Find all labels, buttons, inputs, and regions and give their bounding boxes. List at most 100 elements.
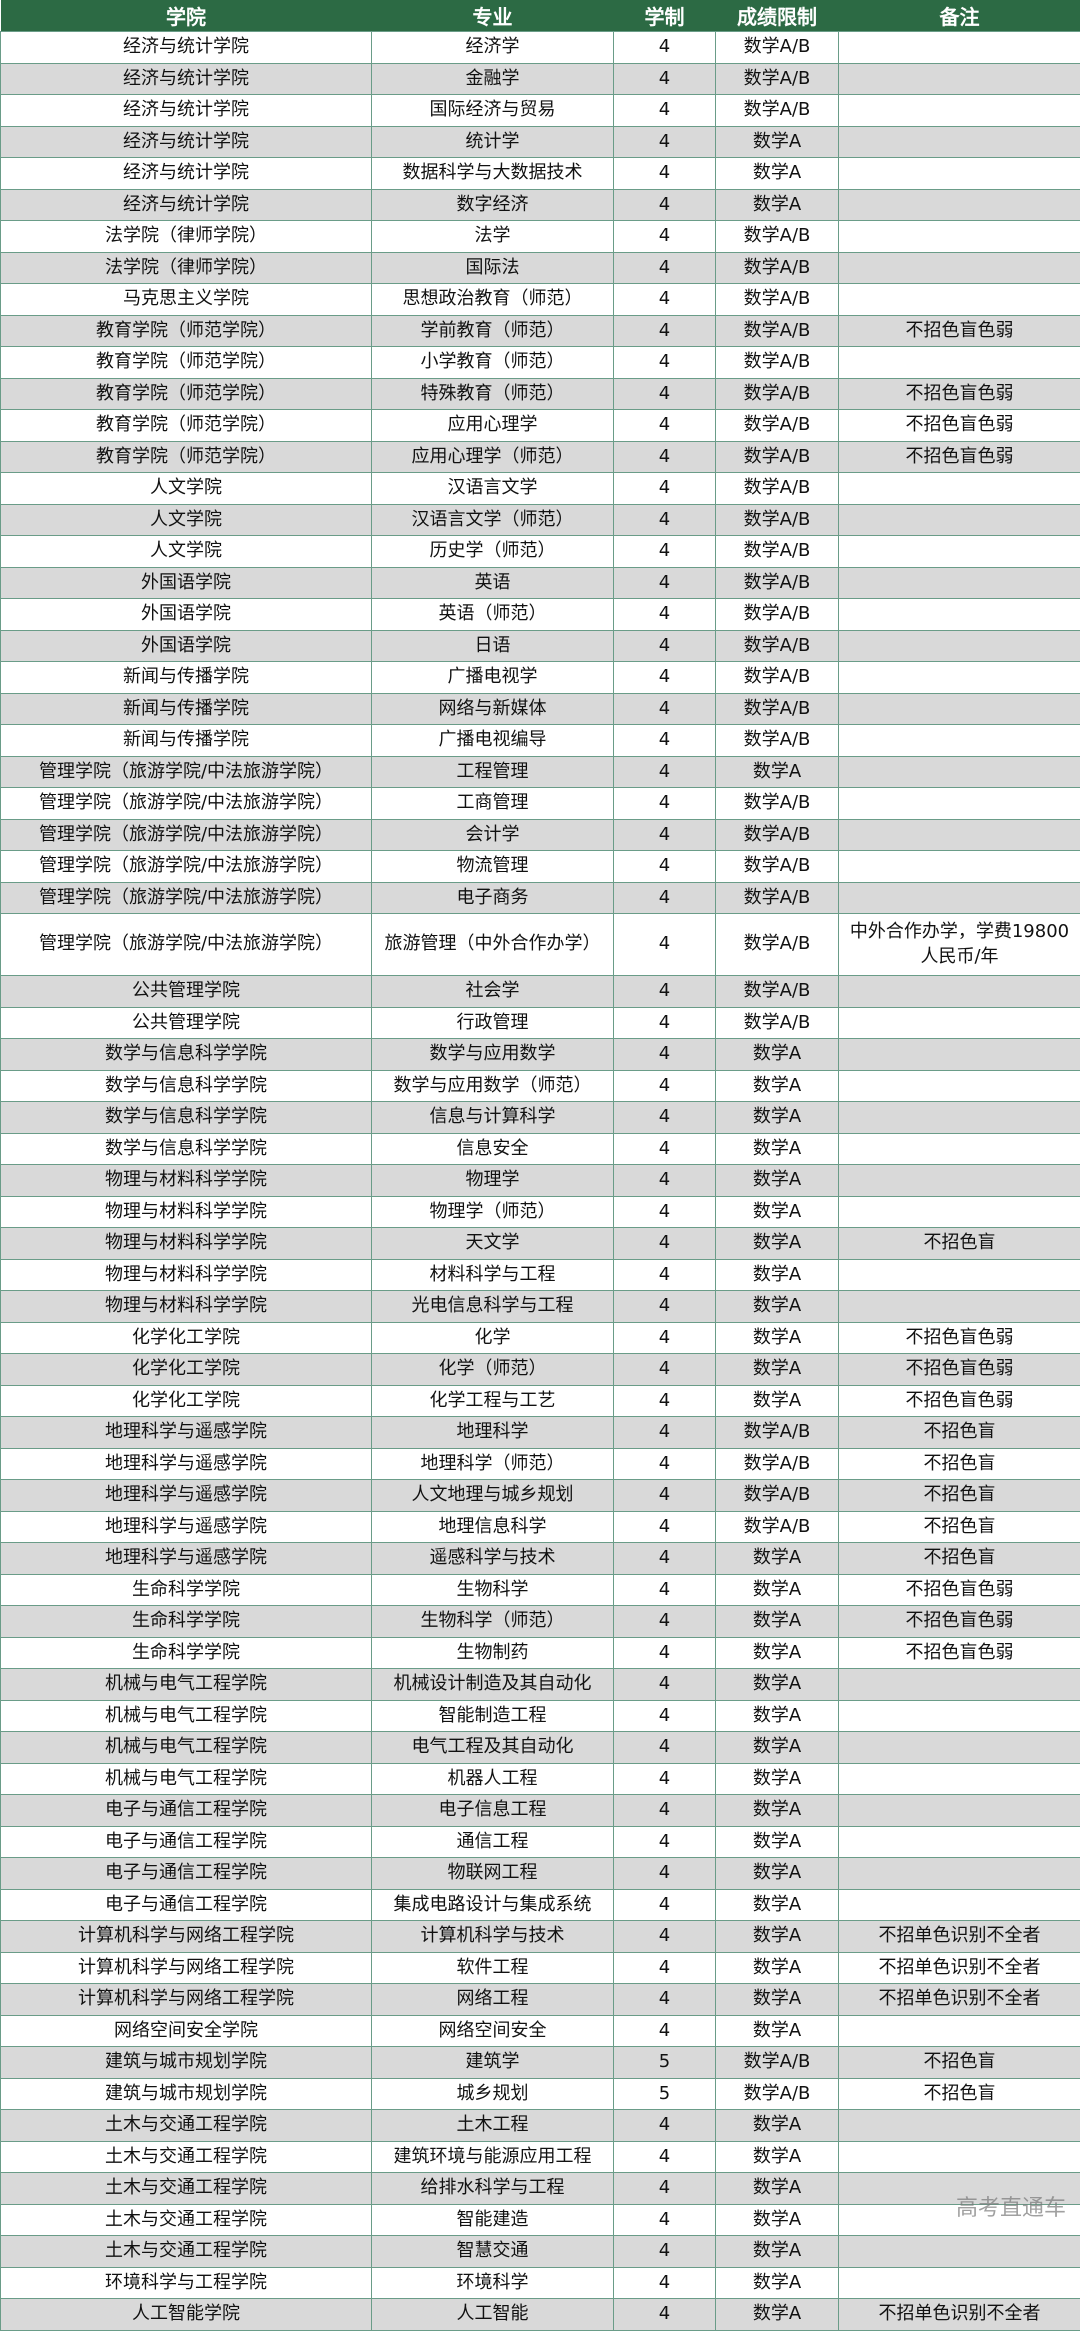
score-limit-cell: 数学A bbox=[716, 2141, 839, 2173]
duration-cell: 4 bbox=[614, 126, 716, 158]
notes-cell bbox=[839, 788, 1080, 820]
college-cell: 马克思主义学院 bbox=[1, 284, 372, 316]
duration-cell: 4 bbox=[614, 819, 716, 851]
duration-cell: 4 bbox=[614, 1700, 716, 1732]
duration-cell: 4 bbox=[614, 662, 716, 694]
score-limit-cell: 数学A/B bbox=[716, 63, 839, 95]
notes-cell bbox=[839, 284, 1080, 316]
duration-cell: 4 bbox=[614, 1763, 716, 1795]
score-limit-cell: 数学A/B bbox=[716, 473, 839, 505]
score-limit-cell: 数学A/B bbox=[716, 536, 839, 568]
major-cell: 天文学 bbox=[372, 1228, 614, 1260]
notes-cell bbox=[839, 1291, 1080, 1323]
duration-cell: 4 bbox=[614, 1417, 716, 1449]
major-cell: 土木工程 bbox=[372, 2110, 614, 2142]
college-cell: 物理与材料科学学院 bbox=[1, 1291, 372, 1323]
major-cell: 社会学 bbox=[372, 976, 614, 1008]
college-cell: 建筑与城市规划学院 bbox=[1, 2078, 372, 2110]
duration-cell: 4 bbox=[614, 1291, 716, 1323]
notes-cell bbox=[839, 158, 1080, 190]
major-cell: 电子商务 bbox=[372, 882, 614, 914]
duration-cell: 4 bbox=[614, 1039, 716, 1071]
notes-cell bbox=[839, 95, 1080, 127]
major-cell: 工程管理 bbox=[372, 756, 614, 788]
notes-cell: 不招色盲色弱 bbox=[839, 410, 1080, 442]
notes-cell bbox=[839, 1102, 1080, 1134]
score-limit-cell: 数学A/B bbox=[716, 725, 839, 757]
major-cell: 网络与新媒体 bbox=[372, 693, 614, 725]
score-limit-cell: 数学A bbox=[716, 1574, 839, 1606]
college-cell: 物理与材料科学学院 bbox=[1, 1196, 372, 1228]
score-limit-cell: 数学A bbox=[716, 1984, 839, 2016]
duration-cell: 4 bbox=[614, 1354, 716, 1386]
major-cell: 旅游管理（中外合作办学） bbox=[372, 914, 614, 976]
college-cell: 物理与材料科学学院 bbox=[1, 1165, 372, 1197]
college-cell: 生命科学学院 bbox=[1, 1574, 372, 1606]
score-limit-cell: 数学A/B bbox=[716, 1417, 839, 1449]
major-cell: 行政管理 bbox=[372, 1007, 614, 1039]
college-cell: 公共管理学院 bbox=[1, 976, 372, 1008]
college-cell: 人文学院 bbox=[1, 473, 372, 505]
score-limit-cell: 数学A/B bbox=[716, 693, 839, 725]
notes-cell bbox=[839, 1133, 1080, 1165]
major-cell: 软件工程 bbox=[372, 1952, 614, 1984]
major-cell: 智能制造工程 bbox=[372, 1700, 614, 1732]
notes-cell bbox=[839, 1165, 1080, 1197]
major-cell: 会计学 bbox=[372, 819, 614, 851]
major-cell: 数据科学与大数据技术 bbox=[372, 158, 614, 190]
score-limit-cell: 数学A/B bbox=[716, 819, 839, 851]
college-cell: 化学化工学院 bbox=[1, 1322, 372, 1354]
duration-cell: 4 bbox=[614, 1007, 716, 1039]
major-cell: 通信工程 bbox=[372, 1826, 614, 1858]
score-limit-cell: 数学A bbox=[716, 1637, 839, 1669]
duration-cell: 4 bbox=[614, 32, 716, 64]
notes-cell bbox=[839, 976, 1080, 1008]
duration-cell: 4 bbox=[614, 315, 716, 347]
college-cell: 法学院（律师学院） bbox=[1, 252, 372, 284]
notes-cell bbox=[839, 630, 1080, 662]
score-limit-cell: 数学A bbox=[716, 1732, 839, 1764]
duration-cell: 4 bbox=[614, 284, 716, 316]
notes-cell: 不招色盲色弱 bbox=[839, 1322, 1080, 1354]
notes-cell: 不招色盲 bbox=[839, 1448, 1080, 1480]
score-limit-cell: 数学A bbox=[716, 126, 839, 158]
notes-cell: 不招色盲色弱 bbox=[839, 315, 1080, 347]
major-cell: 智能建造 bbox=[372, 2204, 614, 2236]
college-cell: 计算机科学与网络工程学院 bbox=[1, 1984, 372, 2016]
duration-cell: 4 bbox=[614, 725, 716, 757]
major-cell: 信息安全 bbox=[372, 1133, 614, 1165]
college-cell: 人工智能学院 bbox=[1, 2299, 372, 2331]
score-limit-cell: 数学A/B bbox=[716, 315, 839, 347]
major-cell: 人文地理与城乡规划 bbox=[372, 1480, 614, 1512]
college-cell: 电子与通信工程学院 bbox=[1, 1858, 372, 1890]
major-cell: 物理学 bbox=[372, 1165, 614, 1197]
college-cell: 电子与通信工程学院 bbox=[1, 1889, 372, 1921]
major-cell: 网络空间安全 bbox=[372, 2015, 614, 2047]
notes-cell bbox=[839, 1858, 1080, 1890]
score-limit-cell: 数学A/B bbox=[716, 252, 839, 284]
notes-cell: 不招单色识别不全者 bbox=[839, 1921, 1080, 1953]
college-cell: 地理科学与遥感学院 bbox=[1, 1543, 372, 1575]
score-limit-cell: 数学A bbox=[716, 2173, 839, 2205]
notes-cell bbox=[839, 1700, 1080, 1732]
major-cell: 化学（师范） bbox=[372, 1354, 614, 1386]
score-limit-cell: 数学A/B bbox=[716, 851, 839, 883]
major-cell: 应用心理学（师范） bbox=[372, 441, 614, 473]
duration-cell: 4 bbox=[614, 976, 716, 1008]
